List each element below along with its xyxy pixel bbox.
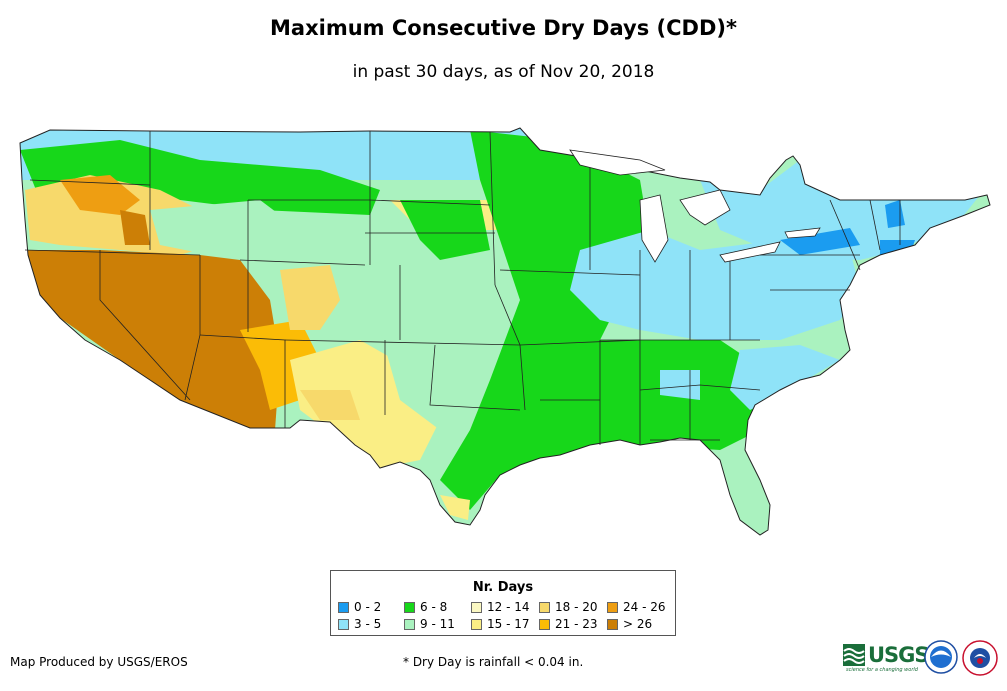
legend-label: 0 - 2 xyxy=(354,600,382,614)
legend-label: > 26 xyxy=(623,617,653,631)
legend-title: Nr. Days xyxy=(472,580,534,595)
legend: Nr. Days 0 - 2 3 - 5 6 - 8 9 - 11 12 - 1… xyxy=(330,570,676,636)
legend-swatch xyxy=(539,619,550,630)
legend-swatch xyxy=(607,602,618,613)
legend-item: 3 - 5 xyxy=(338,618,381,631)
map-title: Maximum Consecutive Dry Days (CDD)* xyxy=(270,16,737,40)
legend-item: 6 - 8 xyxy=(404,601,447,614)
legend-swatch xyxy=(471,602,482,613)
noaa-logo-icon xyxy=(924,640,958,674)
legend-swatch xyxy=(404,619,415,630)
legend-item: 24 - 26 xyxy=(607,601,666,614)
legend-item: 9 - 11 xyxy=(404,618,455,631)
map-subtitle: in past 30 days, as of Nov 20, 2018 xyxy=(352,62,655,82)
legend-swatch xyxy=(338,619,349,630)
usgs-logo-text: USGS xyxy=(868,643,930,667)
legend-item: 21 - 23 xyxy=(539,618,598,631)
legend-swatch xyxy=(338,602,349,613)
legend-label: 12 - 14 xyxy=(487,600,530,614)
legend-label: 24 - 26 xyxy=(623,600,666,614)
legend-label: 9 - 11 xyxy=(420,617,455,631)
usgs-tagline: science for a changing world xyxy=(846,667,918,673)
dry-day-footnote: * Dry Day is rainfall < 0.04 in. xyxy=(403,655,584,669)
legend-item: 18 - 20 xyxy=(539,601,598,614)
legend-label: 21 - 23 xyxy=(555,617,598,631)
legend-label: 15 - 17 xyxy=(487,617,530,631)
legend-item: > 26 xyxy=(607,618,652,631)
legend-item: 15 - 17 xyxy=(471,618,530,631)
producer-credit: Map Produced by USGS/EROS xyxy=(10,655,188,669)
legend-swatch xyxy=(404,602,415,613)
legend-swatch xyxy=(539,602,550,613)
legend-item: 0 - 2 xyxy=(338,601,381,614)
legend-label: 3 - 5 xyxy=(354,617,382,631)
legend-swatch xyxy=(471,619,482,630)
usgs-logo-icon xyxy=(843,644,865,666)
legend-label: 18 - 20 xyxy=(555,600,598,614)
nws-logo-icon xyxy=(962,640,998,676)
legend-item: 12 - 14 xyxy=(471,601,530,614)
legend-swatch xyxy=(607,619,618,630)
legend-label: 6 - 8 xyxy=(420,600,448,614)
